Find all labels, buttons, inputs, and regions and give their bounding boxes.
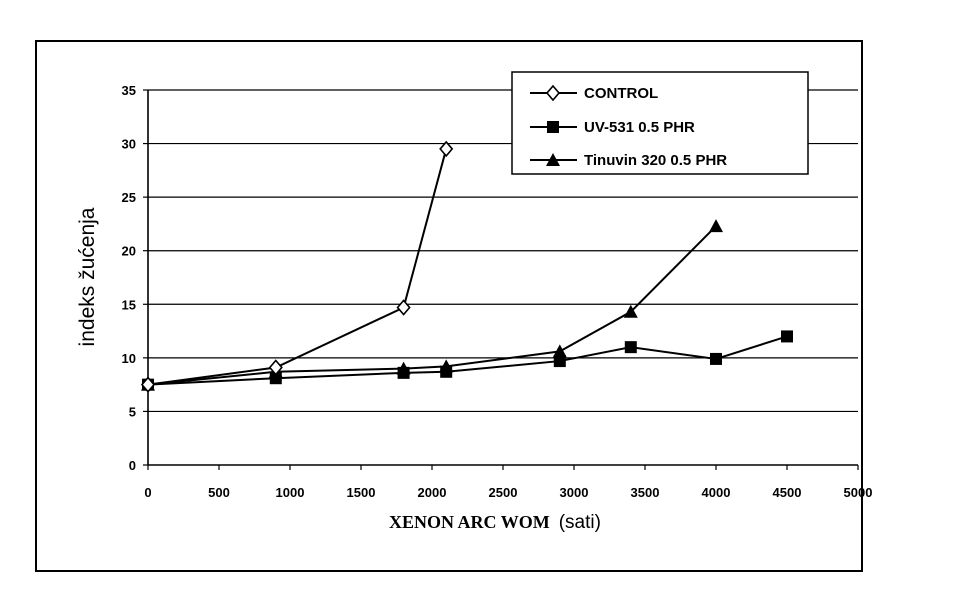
- legend-marker: [547, 121, 559, 133]
- data-point: [439, 359, 454, 373]
- x-tick-label: 4500: [773, 485, 802, 500]
- data-point: [396, 299, 411, 316]
- x-tick-label: 1500: [347, 485, 376, 500]
- legend-label: Tinuvin 320 0.5 PHR: [584, 152, 727, 169]
- series-line: [147, 148, 448, 386]
- legend-label: CONTROL: [584, 85, 658, 102]
- series-layer: [140, 140, 793, 393]
- x-tick-label: 2500: [489, 485, 518, 500]
- x-axis-label: XENON ARC WOM (sati): [389, 512, 601, 533]
- y-tick-label: 35: [122, 83, 136, 98]
- legend: CONTROL UV-531 0.5 PHR Tinuvin 320 0.5 PHR: [511, 71, 809, 175]
- y-tick-label: 30: [122, 137, 136, 152]
- x-tick-label: 0: [144, 485, 151, 500]
- axis-labels: indeks žućenja XENON ARC WOM (sati): [76, 207, 601, 533]
- x-tick-label: 3500: [631, 485, 660, 500]
- data-point: [396, 361, 411, 375]
- legend-label: UV-531 0.5 PHR: [584, 119, 695, 136]
- y-tick-label: 20: [122, 244, 136, 259]
- legend-box: [511, 71, 809, 175]
- data-point: [623, 304, 638, 318]
- x-axis-label-unit: (sati): [559, 512, 601, 533]
- y-tick-label: 10: [122, 351, 136, 366]
- y-tick-label: 25: [122, 190, 136, 205]
- series-line: [147, 335, 788, 386]
- x-tick-label: 2000: [418, 485, 447, 500]
- data-point: [624, 341, 637, 354]
- y-tick-label: 5: [129, 404, 136, 419]
- x-tick-label: 5000: [844, 485, 873, 500]
- data-point: [439, 140, 454, 158]
- x-tick-label: 4000: [702, 485, 731, 500]
- axes: 0 5 10 15 20 25 30 35 0 500 1000 1500 2000 2500 3000 35…: [122, 83, 873, 500]
- legend-marker: [545, 84, 561, 102]
- x-tick-label: 1000: [276, 485, 305, 500]
- x-tick-label: 500: [208, 485, 230, 500]
- y-tick-label: 0: [129, 458, 136, 473]
- y-axis-label: indeks žućenja: [76, 207, 99, 346]
- x-tick-label: 3000: [560, 485, 589, 500]
- data-point: [268, 359, 283, 376]
- data-point: [140, 376, 156, 393]
- data-point: [709, 219, 723, 233]
- x-axis-label-main: XENON ARC WOM: [389, 512, 550, 532]
- data-point: [553, 355, 566, 368]
- y-tick-label: 15: [122, 297, 136, 312]
- data-point: [781, 330, 793, 343]
- legend-marker: [546, 153, 560, 166]
- data-point: [710, 352, 722, 365]
- data-point: [552, 344, 567, 358]
